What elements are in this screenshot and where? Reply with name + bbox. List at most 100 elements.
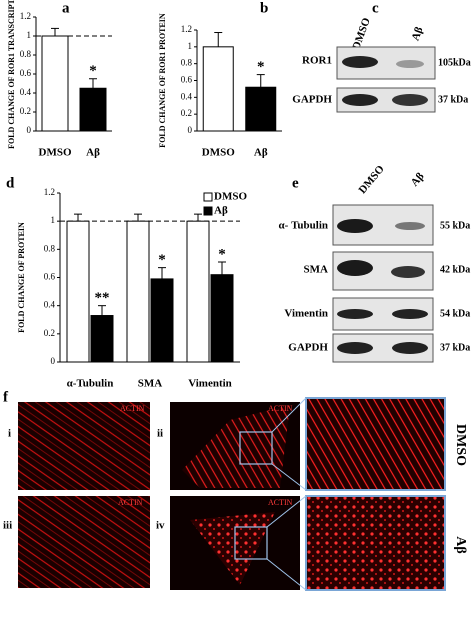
image-label: iv	[156, 520, 165, 532]
size-label: 105kDa	[438, 57, 471, 68]
y-tick-label: 0.6	[181, 75, 193, 85]
zoom-line	[271, 397, 307, 433]
size-label: 54 kDa	[440, 308, 470, 319]
band	[337, 309, 373, 319]
bar	[90, 315, 114, 363]
band	[392, 94, 428, 106]
annotation: *	[257, 59, 265, 75]
row-label: DMSO	[453, 424, 468, 466]
zoom	[305, 495, 446, 591]
y-tick-label: 1	[27, 30, 32, 40]
image-label: iii	[3, 520, 12, 532]
legend-label: Aβ	[214, 205, 228, 217]
annotation: *	[158, 252, 166, 268]
bar	[41, 35, 69, 132]
x-tick-label: α-Tubulin	[67, 378, 114, 390]
y-tick-label: 1	[188, 41, 193, 51]
size-label: 37 kDa	[440, 342, 470, 353]
y-axis-label: FOLD CHANGE OF PROTEIN	[17, 222, 26, 333]
y-tick-label: 0	[27, 125, 32, 135]
band	[342, 94, 378, 106]
x-tick-label: Vimentin	[188, 378, 232, 390]
cell	[190, 512, 275, 585]
y-tick-label: 0.6	[20, 68, 32, 78]
lane-label: DMSO	[356, 163, 387, 196]
y-axis-label: FOLD CHANGE OF ROR1 PROTEIN	[158, 13, 167, 148]
stain-label: ACTIN	[268, 498, 293, 507]
y-tick-label: 0	[51, 356, 56, 366]
panel-label: a	[62, 0, 70, 16]
bar	[150, 278, 174, 363]
protein-label: Vimentin	[284, 308, 328, 320]
size-label: 37 kDa	[438, 94, 468, 105]
bar	[126, 220, 150, 363]
protein-label: SMA	[304, 264, 329, 276]
protein-label: α- Tubulin	[279, 220, 328, 232]
band	[396, 60, 424, 68]
lane-label: DMSO	[350, 16, 373, 52]
micrograph	[18, 402, 150, 490]
band	[342, 56, 378, 68]
panel-label: c	[372, 0, 379, 16]
size-label: 42 kDa	[440, 264, 470, 275]
x-tick-label: SMA	[138, 378, 163, 390]
x-tick-label: Aβ	[86, 147, 100, 159]
y-axis-label: FOLD CHANGE OF ROR1 TRANSCRIPT	[7, 0, 16, 149]
blot-e: e DMSO Aβ α- Tubulin SMA Vimentin GAPDH …	[279, 163, 470, 363]
x-tick-label: DMSO	[202, 147, 235, 159]
stain-label: ACTIN	[118, 498, 143, 507]
micrograph	[18, 496, 150, 588]
band	[392, 309, 428, 319]
lane-label: Aβ	[410, 25, 426, 42]
legend-swatch	[203, 192, 213, 202]
zoom	[305, 397, 446, 491]
image-label: i	[8, 428, 11, 440]
y-tick-label: 0.2	[20, 106, 31, 116]
annotation: *	[89, 63, 97, 79]
y-tick-label: 0.8	[181, 58, 193, 68]
y-tick-label: 0.8	[44, 243, 56, 253]
x-tick-label: DMSO	[39, 147, 72, 159]
zoom-box	[234, 526, 268, 560]
legend-swatch	[203, 206, 213, 216]
y-tick-label: 1.2	[181, 24, 192, 34]
band	[392, 342, 428, 354]
y-tick-label: 0.6	[44, 272, 56, 282]
y-tick-label: 1.2	[44, 187, 55, 197]
lane-label: Aβ	[409, 170, 427, 188]
legend-label: DMSO	[214, 191, 247, 203]
cell	[182, 405, 290, 488]
y-tick-label: 0.2	[181, 108, 192, 118]
band	[337, 260, 373, 276]
y-tick-label: 0.2	[44, 328, 55, 338]
y-tick-label: 0.4	[181, 91, 193, 101]
panel-label: f	[3, 389, 9, 405]
bar	[66, 220, 90, 363]
bar	[186, 220, 210, 363]
zoom-line	[266, 495, 307, 528]
bar	[202, 46, 234, 132]
y-tick-label: 1.2	[20, 11, 31, 21]
stain-label: ACTIN	[268, 404, 293, 413]
bar	[245, 86, 277, 132]
y-tick-label: 1	[51, 215, 56, 225]
annotation: **	[95, 290, 110, 306]
band	[337, 342, 373, 354]
panel-f: f i ii iii iv ACTIN ACTIN ACTIN ACTIN DM…	[3, 389, 468, 591]
band	[337, 219, 373, 233]
zoom-line	[271, 463, 307, 491]
band	[395, 222, 425, 230]
protein-label: GAPDH	[288, 342, 328, 354]
blot-c: c DMSO Aβ ROR1 GAPDH 105kDa 37 kDa	[292, 0, 471, 113]
y-tick-label: 0.8	[20, 49, 32, 59]
size-label: 55 kDa	[440, 220, 470, 231]
y-tick-label: 0.4	[44, 300, 56, 310]
protein-label: GAPDH	[292, 94, 332, 106]
annotation: *	[218, 246, 226, 262]
row-label: Aβ	[453, 536, 468, 554]
zoom-line	[266, 558, 307, 591]
zoom-box	[239, 431, 273, 465]
band	[391, 266, 425, 278]
panel-label: e	[292, 175, 299, 191]
